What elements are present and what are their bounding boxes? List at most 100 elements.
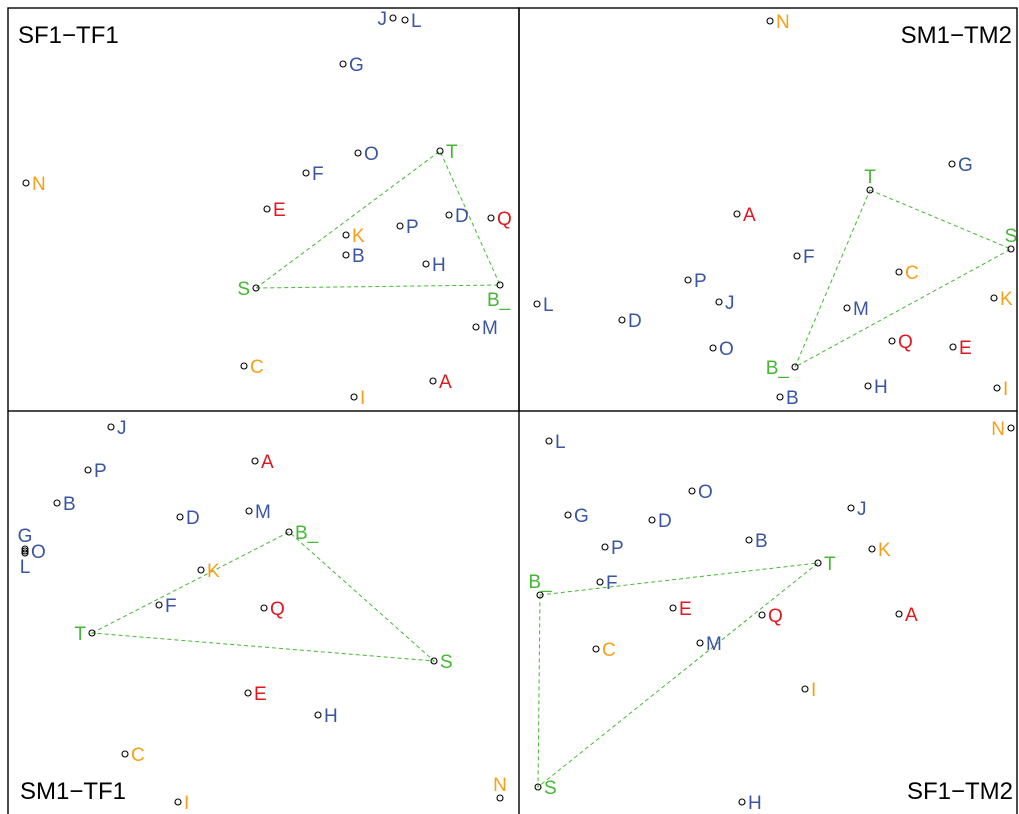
panel-title-sf1-tf1: SF1−TF1: [18, 22, 119, 49]
point-l: [401, 16, 409, 24]
point-o: [21, 547, 29, 555]
point-label-d: D: [186, 508, 200, 529]
point-t: [866, 186, 874, 194]
point-o: [688, 487, 696, 495]
point-label-p: P: [94, 461, 107, 482]
point-a: [429, 377, 437, 385]
point-label-f: F: [165, 596, 177, 617]
point-label-a: A: [439, 372, 452, 393]
point-label-s: S: [237, 279, 250, 300]
point-g: [21, 545, 29, 553]
point-label-a: A: [743, 205, 756, 226]
point-label-b: B: [352, 246, 365, 267]
point-label-o: O: [719, 339, 734, 360]
point-label-l: L: [20, 557, 31, 578]
panel-title-sm1-tm2: SM1−TM2: [901, 22, 1012, 49]
point-f: [596, 578, 604, 586]
point-f: [302, 169, 310, 177]
point-i: [350, 393, 358, 401]
point-c: [895, 268, 903, 276]
point-label-j: J: [117, 418, 127, 439]
point-d: [648, 516, 656, 524]
point-m: [472, 323, 480, 331]
panel-frame-top-right: [518, 7, 1018, 412]
point-label-b: B: [755, 531, 768, 552]
point-o: [354, 149, 362, 157]
point-label-p: P: [406, 217, 419, 238]
point-label-m: M: [255, 502, 271, 523]
point-s: [252, 284, 260, 292]
point-label-a: A: [261, 452, 274, 473]
point-label-n: N: [991, 419, 1005, 440]
point-k: [342, 231, 350, 239]
point-l: [545, 437, 553, 445]
point-label-l: L: [411, 11, 422, 32]
point-i: [993, 384, 1001, 392]
panel-2: J A PB M D B_ GOL K F Q T S E H C I N: [18, 418, 507, 814]
point-b-under: [496, 281, 504, 289]
point-n: [496, 794, 504, 802]
point-h: [738, 798, 746, 806]
point-e: [949, 343, 957, 351]
point-l: [21, 549, 29, 557]
point-label-h: H: [874, 377, 888, 398]
point-f: [155, 601, 163, 609]
point-q: [260, 604, 268, 612]
point-j: [107, 423, 115, 431]
point-label-k: K: [207, 561, 220, 582]
point-j: [847, 504, 855, 512]
point-b: [342, 251, 350, 259]
point-e: [263, 205, 271, 213]
point-label-t: T: [446, 142, 458, 163]
point-t: [88, 629, 96, 637]
point-p: [684, 276, 692, 284]
point-label-b: B: [63, 494, 76, 515]
point-label-e: E: [254, 684, 267, 705]
point-label-h: H: [748, 793, 762, 814]
point-n: [1007, 424, 1015, 432]
point-s: [1007, 245, 1015, 253]
point-label-h: H: [432, 255, 446, 276]
point-label-f: F: [312, 164, 324, 185]
triangle-2: [90, 531, 436, 662]
point-label-k: K: [352, 226, 365, 247]
point-e: [669, 604, 677, 612]
point-i: [174, 798, 182, 806]
point-label-j: J: [857, 499, 867, 520]
point-k: [197, 566, 205, 574]
point-label-t: T: [864, 167, 876, 188]
point-label-p: P: [694, 271, 707, 292]
point-label-t: T: [74, 624, 86, 645]
point-m: [245, 507, 253, 515]
point-a: [895, 610, 903, 618]
point-label-s: S: [1005, 226, 1018, 247]
point-label-q: Q: [497, 209, 512, 230]
point-c: [592, 645, 600, 653]
point-k: [990, 294, 998, 302]
point-label-l: L: [555, 432, 566, 453]
point-d: [445, 211, 453, 219]
point-e: [244, 689, 252, 697]
point-label-m: M: [853, 299, 869, 320]
point-label-a: A: [905, 605, 918, 626]
point-q: [888, 337, 896, 345]
point-f: [793, 252, 801, 260]
point-label-t: T: [824, 554, 836, 575]
point-label-j: J: [725, 293, 735, 314]
point-label-d: D: [658, 511, 672, 532]
point-g: [339, 60, 347, 68]
point-label-s: S: [544, 778, 557, 799]
point-m: [696, 639, 704, 647]
point-d: [618, 316, 626, 324]
point-label-i: I: [811, 680, 816, 701]
point-p: [84, 466, 92, 474]
point-label-p: P: [611, 538, 624, 559]
point-label-f: F: [606, 573, 618, 594]
point-label-b: B: [786, 388, 799, 409]
point-label-q: Q: [898, 332, 913, 353]
point-l: [533, 300, 541, 308]
point-label-i: I: [184, 793, 189, 814]
point-c: [240, 362, 248, 370]
